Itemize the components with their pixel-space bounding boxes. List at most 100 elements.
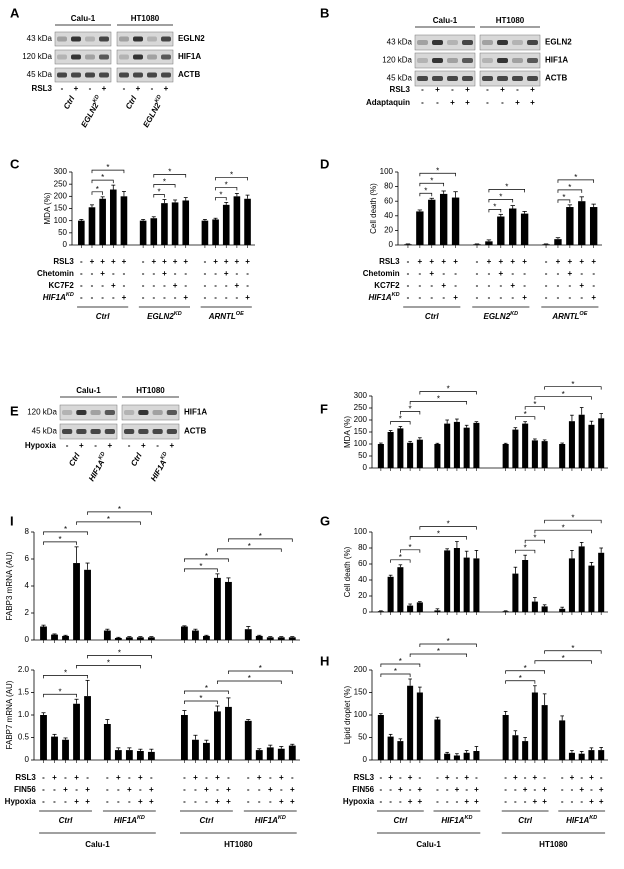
bar — [416, 692, 423, 760]
row-name: Hypoxia — [25, 441, 57, 450]
bar — [439, 193, 448, 245]
significance-bracket — [505, 670, 545, 674]
bar — [78, 220, 85, 245]
significance-star: * — [399, 553, 402, 562]
sign: - — [80, 257, 83, 266]
sign: - — [247, 773, 250, 782]
group-label-main: Ctrl — [393, 816, 408, 825]
sign: - — [380, 797, 383, 806]
sign: - — [454, 269, 457, 278]
sign: + — [85, 785, 90, 794]
bar — [416, 439, 423, 468]
bar — [225, 706, 232, 760]
blot-band — [124, 429, 135, 434]
significance-bracket — [43, 541, 77, 545]
significance-bracket — [419, 172, 456, 177]
group-label-sup: OE — [579, 311, 587, 317]
blot-strip — [116, 67, 174, 83]
significance-star: * — [399, 657, 402, 666]
sign: - — [183, 773, 186, 782]
group-label: EGLN2KD — [483, 311, 518, 321]
bar — [125, 750, 133, 760]
blot-strip — [116, 31, 174, 47]
significance-star: * — [399, 415, 402, 424]
sign: - — [545, 281, 548, 290]
bar — [407, 685, 414, 760]
kda-marker: 120 kDa — [22, 52, 52, 61]
sign: - — [123, 269, 126, 278]
row-name-main: HIF1A — [43, 293, 66, 302]
sign: - — [557, 281, 560, 290]
row-name-sup: KD — [66, 292, 74, 298]
blot-band — [527, 40, 538, 45]
significance-star: * — [394, 667, 397, 676]
bar — [453, 755, 460, 760]
significance-bracket — [43, 675, 88, 679]
blot-strip — [116, 49, 174, 65]
blot-band — [147, 72, 157, 78]
sign: - — [112, 269, 115, 278]
sign: - — [269, 797, 272, 806]
sign: - — [430, 281, 433, 290]
blot-band — [76, 429, 87, 434]
significance-bracket — [390, 559, 411, 563]
sign: - — [152, 269, 155, 278]
bar — [497, 216, 505, 245]
significance-star: * — [447, 520, 450, 529]
sign: + — [279, 773, 284, 782]
kda-marker: 45 kDa — [32, 427, 58, 436]
sign: - — [488, 281, 491, 290]
blot-band — [99, 36, 109, 42]
sign: - — [183, 785, 186, 794]
significance-star: * — [64, 525, 67, 534]
panel-letter: C — [10, 156, 20, 171]
significance-star: * — [562, 654, 565, 663]
y-axis-label: Lipid droplet (%) — [343, 686, 352, 745]
significance-bracket — [76, 665, 141, 669]
sign: + — [445, 773, 450, 782]
bar — [473, 244, 481, 245]
bar — [266, 637, 274, 640]
panel-letter: F — [320, 401, 328, 416]
sign: + — [90, 257, 95, 266]
lane-label-main: Ctrl — [67, 451, 82, 468]
significance-star: * — [205, 552, 208, 561]
bar — [203, 742, 210, 760]
sign: + — [74, 797, 79, 806]
blot-band — [71, 72, 81, 78]
group-label: Ctrl — [59, 816, 74, 825]
significance-star: * — [533, 533, 536, 542]
significance-star: * — [248, 674, 251, 683]
bar — [62, 739, 69, 760]
y-axis-label: FABP7 mRNA (AU) — [5, 680, 14, 749]
sign: - — [64, 797, 67, 806]
sign: - — [476, 281, 479, 290]
bar — [222, 204, 230, 245]
sign: + — [408, 797, 413, 806]
sign: - — [436, 773, 439, 782]
significance-bracket — [409, 653, 468, 657]
row-name: FIN56 — [352, 785, 374, 794]
significance-bracket — [91, 169, 125, 174]
sign: - — [204, 293, 207, 302]
significance-bracket — [87, 511, 152, 515]
sign: - — [94, 441, 97, 450]
group-label-sup: OE — [236, 311, 244, 317]
row-name: HIF1AKD — [369, 292, 400, 302]
group-label-sup: KD — [278, 815, 286, 821]
blot-strip — [414, 52, 476, 69]
group-label: Ctrl — [518, 816, 533, 825]
lane-label: Ctrl — [129, 451, 144, 468]
sign: + — [162, 257, 167, 266]
sign: - — [436, 785, 439, 794]
panel-letter: G — [320, 513, 330, 528]
significance-bracket — [153, 184, 176, 188]
blot-band — [147, 54, 157, 60]
significance-bracket — [409, 401, 468, 405]
bar — [444, 753, 451, 760]
bar — [512, 429, 519, 468]
significance-bracket — [91, 179, 114, 184]
sign: - — [246, 281, 249, 290]
sign: - — [475, 773, 478, 782]
bar — [407, 442, 414, 468]
